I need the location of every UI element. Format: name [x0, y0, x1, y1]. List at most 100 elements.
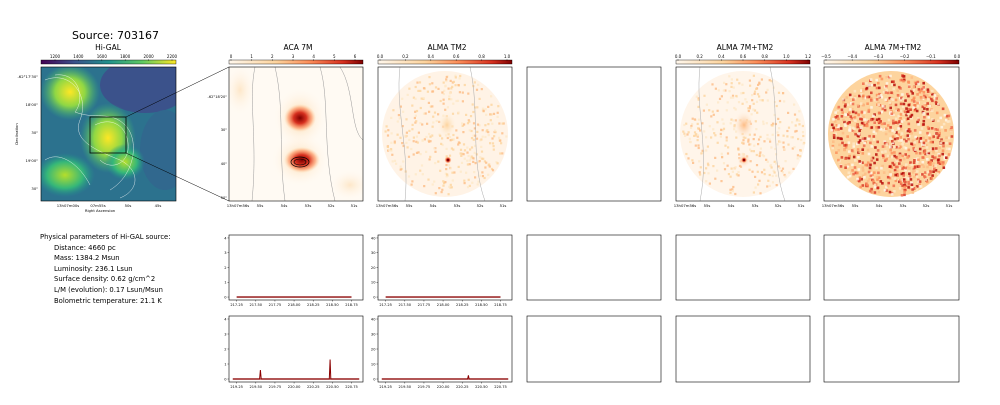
physical-params: Physical parameters of Hi-GAL source: Di…: [40, 232, 171, 306]
higal-cb-tick: 2000: [144, 54, 155, 59]
spectrum-aca-spw1-x-tick: 217.25: [230, 303, 243, 307]
spectrum-tm2-spw2-frame: [377, 315, 513, 383]
aca7m-cb-tick: 5: [333, 54, 336, 59]
alma-7m-tm2-a-panel: [675, 59, 811, 202]
higal-cb-tick: 1600: [97, 54, 108, 59]
alma-7m-tm2-a-cb-tick: 1.0: [783, 54, 790, 59]
spectrum-aca-spw1-x-tick: 218.25: [307, 303, 320, 307]
spectrum-aca-spw2-y-tick: 1: [224, 362, 226, 366]
alma-7m-tm2-b-cb-tick: −0.5: [821, 54, 831, 59]
spectrum-aca-spw2-x-tick: 219.25: [230, 385, 243, 389]
aca7m-x-tick: 52s: [328, 203, 335, 208]
alma-7m-tm2-b-cb-tick: 0.0: [954, 54, 961, 59]
spectrum-aca-spw2-x-tick: 220.50: [326, 385, 339, 389]
spectrum-tm2-spw1-y-tick: 40: [371, 236, 376, 240]
higal-cb-tick: 2200: [167, 54, 178, 59]
spectrum-tm2-spw1-noise-band: [385, 296, 501, 298]
aca7m-cb-tick: 6: [354, 54, 357, 59]
higal-zoom-box: [89, 116, 127, 154]
aca7m-title: ACA 7M: [283, 43, 313, 52]
alma-tm2-x-tick: 13h07m56s: [376, 203, 399, 208]
alma-7m-tm2-b-title: ALMA 7M+TM2: [864, 43, 922, 52]
spectrum-aca-spw2-frame: [228, 315, 364, 383]
aca7m-x-tick: 55s: [257, 203, 264, 208]
aca7m-y-tick: 30": [221, 128, 228, 132]
source-title: Source: 703167: [72, 29, 159, 42]
param-distance: Distance: 4660 pc: [54, 243, 116, 252]
alma-7m-tm2-b-colorbar: [823, 59, 960, 65]
alma-7m-tm2-b-x-tick: 51s: [946, 203, 953, 208]
param-bol-temp: Bolometric temperature: 21.1 K: [54, 296, 162, 305]
aca7m-colorbar: [228, 59, 364, 65]
higal-panel: [40, 59, 230, 202]
spectrum-aca-spw2-x-tick: 220.75: [345, 385, 358, 389]
alma-tm2-x-tick: 51s: [500, 203, 507, 208]
higal-cb-tick: 1200: [50, 54, 61, 59]
spectrum-aca-spw1: 0 1 2 3 4 217.25 217.50 217.75 218.00 218.25 218.5…: [224, 234, 364, 307]
alma-7m-tm2-a-cb-tick: 0.8: [761, 54, 768, 59]
spectrum-aca-spw1-x-tick: 218.75: [345, 303, 358, 307]
aca7m-x-tick: 54s: [281, 203, 288, 208]
higal-title: Hi-GAL: [95, 43, 121, 52]
higal-cb-tick: 1400: [73, 54, 84, 59]
spectrum-aca-spw2-series: [232, 359, 360, 380]
alma-tm2-cb-tick: 0.2: [402, 54, 409, 59]
alma-7m-tm2-b-cb-tick: −0.3: [874, 54, 884, 59]
higal-x-tick: 50s: [125, 203, 132, 208]
spectrum-tm2-spw1-x-tick: 218.25: [456, 303, 469, 307]
spectrum-tm2-spw2-noise-band: [381, 378, 509, 380]
alma-7m-tm2-a-x-tick: 54s: [728, 203, 735, 208]
spectrum-tm2-spw1-y-tick: 20: [371, 266, 376, 270]
spectrum-aca-spw1-y-tick: 4: [224, 236, 227, 240]
aca7m-cb-tick: 1: [250, 54, 253, 59]
spectrum-tm2-spw2-x-tick: 219.25: [379, 385, 392, 389]
spectrum-aca-spw1-y-tick: 2: [224, 266, 226, 270]
alma-7m-tm2-a-x-tick: 52s: [775, 203, 782, 208]
spectrum-aca-spw1-noise-band: [236, 296, 352, 298]
empty-spec-2: [675, 234, 811, 301]
alma-7m-tm2-b-cb-tick: −0.1: [926, 54, 936, 59]
spectrum-aca-spw2-y-tick: 3: [224, 332, 226, 336]
alma-tm2-x-tick: 53s: [454, 203, 461, 208]
empty-spec-6: [823, 315, 960, 383]
empty-spec-3: [823, 234, 960, 301]
spectrum-tm2-spw2-y-tick: 0: [373, 377, 376, 381]
alma-7m-tm2-b-x-tick: 13h07m56s: [822, 203, 845, 208]
alma-7m-tm2-a-cb-tick: 1.2: [805, 54, 812, 59]
zoom-line-top: [125, 66, 230, 118]
higal-x-tick: 13h07m00s: [57, 203, 80, 208]
aca7m-cb-tick: 2: [271, 54, 274, 59]
spectrum-aca-spw1-x-tick: 217.50: [250, 303, 263, 307]
spectrum-aca-spw2-y-tick: 4: [224, 317, 227, 321]
spectrum-tm2-spw1-x-tick: 217.50: [399, 303, 412, 307]
alma-7m-tm2-a-cb-tick: 0.6: [740, 54, 747, 59]
empty-spec-1: [526, 234, 662, 301]
spectrum-tm2-spw2: 0 10 20 30 40 219.25 219.50 219.75 220.00 220.25 2…: [371, 315, 513, 389]
alma-tm2-cb-tick: 0.8: [478, 54, 485, 59]
higal-x-tick: 07m55s: [90, 203, 105, 208]
alma-7m-tm2-a-x-tick: 55s: [704, 203, 711, 208]
param-mass: Mass: 1384.2 Msun: [54, 254, 120, 263]
spectrum-aca-spw2-noise-band: [232, 378, 360, 380]
aca7m-cb-tick: 4: [312, 54, 315, 59]
spectrum-tm2-spw1-x-tick: 217.25: [379, 303, 392, 307]
higal-y-tick: -62°17'30": [17, 74, 38, 79]
spectrum-aca-spw1-frame: [228, 234, 364, 301]
higal-x-tick: 45s: [155, 203, 162, 208]
higal-y-tick: 18'00": [26, 102, 39, 107]
alma-7m-tm2-a-cb-tick: 0.2: [696, 54, 703, 59]
higal-image: [41, 67, 176, 201]
aca7m-y-tick: 40": [221, 162, 228, 166]
spectrum-tm2-spw2-y-tick: 30: [371, 332, 376, 336]
higal-y-tick: 30": [31, 130, 38, 135]
alma-7m-tm2-a-x-tick: 13h07m56s: [674, 203, 697, 208]
spectrum-tm2-spw1-y-tick: 30: [371, 251, 376, 255]
alma-tm2-cb-tick: 0.4: [428, 54, 435, 59]
spectrum-aca-spw2-x-tick: 220.25: [307, 385, 320, 389]
alma-7m-tm2-b-x-tick: 54s: [876, 203, 883, 208]
aca7m-x-tick: 51s: [351, 203, 358, 208]
spectrum-aca-spw1-x-tick: 218.00: [288, 303, 301, 307]
aca7m-y-tick: -62°18'20": [208, 95, 228, 99]
spectrum-aca-spw2-y-tick: 0: [224, 377, 227, 381]
spectrum-aca-spw1-x-tick: 217.75: [269, 303, 282, 307]
